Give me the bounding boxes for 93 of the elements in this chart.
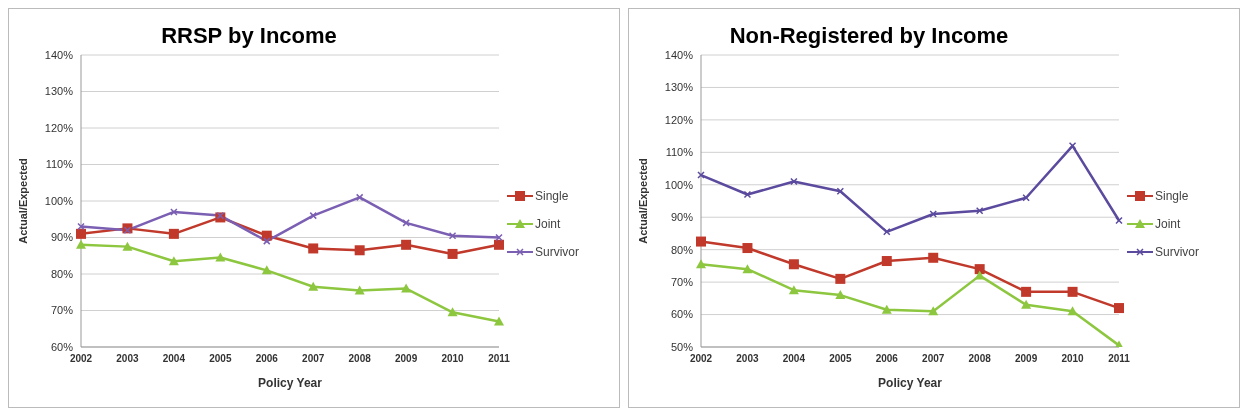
legend-label: Survivor <box>535 245 580 259</box>
legend-label: Single <box>535 189 569 203</box>
point <box>354 245 365 256</box>
point <box>355 193 364 202</box>
x-tick-label: 2005 <box>829 353 852 365</box>
chart-title: RRSP by Income <box>160 23 338 49</box>
point <box>835 273 846 284</box>
x-axis-title: Policy Year <box>258 376 323 390</box>
point <box>742 243 753 254</box>
x-tick-label: 2005 <box>209 353 232 365</box>
legend-label: Joint <box>535 217 561 231</box>
x-tick-label: 2003 <box>736 353 759 365</box>
y-axis-title: Actual/Expected <box>16 158 29 244</box>
x-tick-label: 2006 <box>875 353 899 365</box>
point <box>76 228 86 239</box>
x-tick-label: 2010 <box>441 353 465 365</box>
y-tick-label: 130% <box>44 85 74 98</box>
point <box>261 265 272 275</box>
y-tick-label: 60% <box>670 308 694 321</box>
point <box>308 243 319 254</box>
x-axis-title: Policy Year <box>878 376 943 390</box>
y-tick-label: 80% <box>50 267 74 280</box>
point <box>697 171 705 179</box>
point <box>928 306 939 316</box>
y-tick-label: 70% <box>50 304 74 317</box>
point <box>168 256 179 266</box>
point <box>788 259 799 270</box>
point <box>122 241 133 251</box>
point <box>696 259 706 269</box>
point <box>883 228 891 236</box>
point <box>170 208 178 216</box>
x-tick-label: 2008 <box>348 353 372 365</box>
x-tick-label: 2008 <box>968 353 992 365</box>
legend-label: Survivor <box>1155 245 1200 259</box>
point <box>928 252 939 263</box>
y-tick-label: 120% <box>44 121 74 134</box>
point <box>743 190 752 199</box>
y-tick-label: 60% <box>50 340 74 353</box>
y-tick-label: 70% <box>670 276 694 289</box>
point <box>354 285 365 295</box>
point <box>308 281 319 291</box>
point <box>494 239 504 250</box>
point <box>447 248 458 259</box>
point <box>76 239 86 249</box>
x-tick-label: 2003 <box>116 353 139 365</box>
x-tick-label: 2010 <box>1061 353 1085 365</box>
y-tick-label: 50% <box>670 340 694 353</box>
point <box>402 219 410 227</box>
point <box>835 290 846 300</box>
x-tick-label: 2007 <box>302 353 325 365</box>
point <box>974 264 985 275</box>
point <box>168 228 179 239</box>
point <box>975 206 984 215</box>
x-tick-label: 2011 <box>1108 353 1131 365</box>
point <box>881 256 892 267</box>
legend-label: Single <box>1155 189 1189 203</box>
y-tick-label: 110% <box>665 146 694 159</box>
x-tick-label: 2004 <box>782 353 806 365</box>
point <box>401 239 412 250</box>
x-tick-label: 2007 <box>922 353 945 365</box>
y-tick-label: 120% <box>664 113 694 126</box>
point <box>1021 286 1032 297</box>
point <box>974 270 985 280</box>
y-tick-label: 90% <box>50 231 74 244</box>
x-tick-label: 2009 <box>1014 353 1038 365</box>
point <box>881 304 892 314</box>
point <box>788 285 799 295</box>
x-tick-label: 2002 <box>69 353 93 365</box>
y-tick-label: 100% <box>664 178 694 191</box>
x-tick-label: 2011 <box>488 353 511 365</box>
chart-title: Non-Registered by Income <box>728 23 1010 49</box>
y-tick-label: 90% <box>670 211 694 224</box>
x-tick-label: 2004 <box>162 353 186 365</box>
y-tick-label: 130% <box>664 81 694 94</box>
point <box>742 264 753 274</box>
y-tick-label: 80% <box>670 243 694 256</box>
x-tick-label: 2006 <box>255 353 279 365</box>
point <box>447 307 458 317</box>
point <box>696 236 706 247</box>
y-tick-label: 140% <box>664 48 694 61</box>
y-axis-title: Actual/Expected <box>636 158 649 244</box>
point <box>401 283 412 293</box>
legend-label: Joint <box>1155 217 1181 231</box>
x-tick-label: 2002 <box>689 353 713 365</box>
point <box>215 252 226 262</box>
point <box>1021 299 1032 309</box>
y-tick-label: 110% <box>45 158 74 171</box>
point <box>1114 303 1124 314</box>
point <box>1067 286 1078 297</box>
point <box>1067 306 1078 316</box>
y-tick-label: 100% <box>44 194 74 207</box>
y-tick-label: 140% <box>44 48 74 61</box>
x-tick-label: 2009 <box>394 353 418 365</box>
